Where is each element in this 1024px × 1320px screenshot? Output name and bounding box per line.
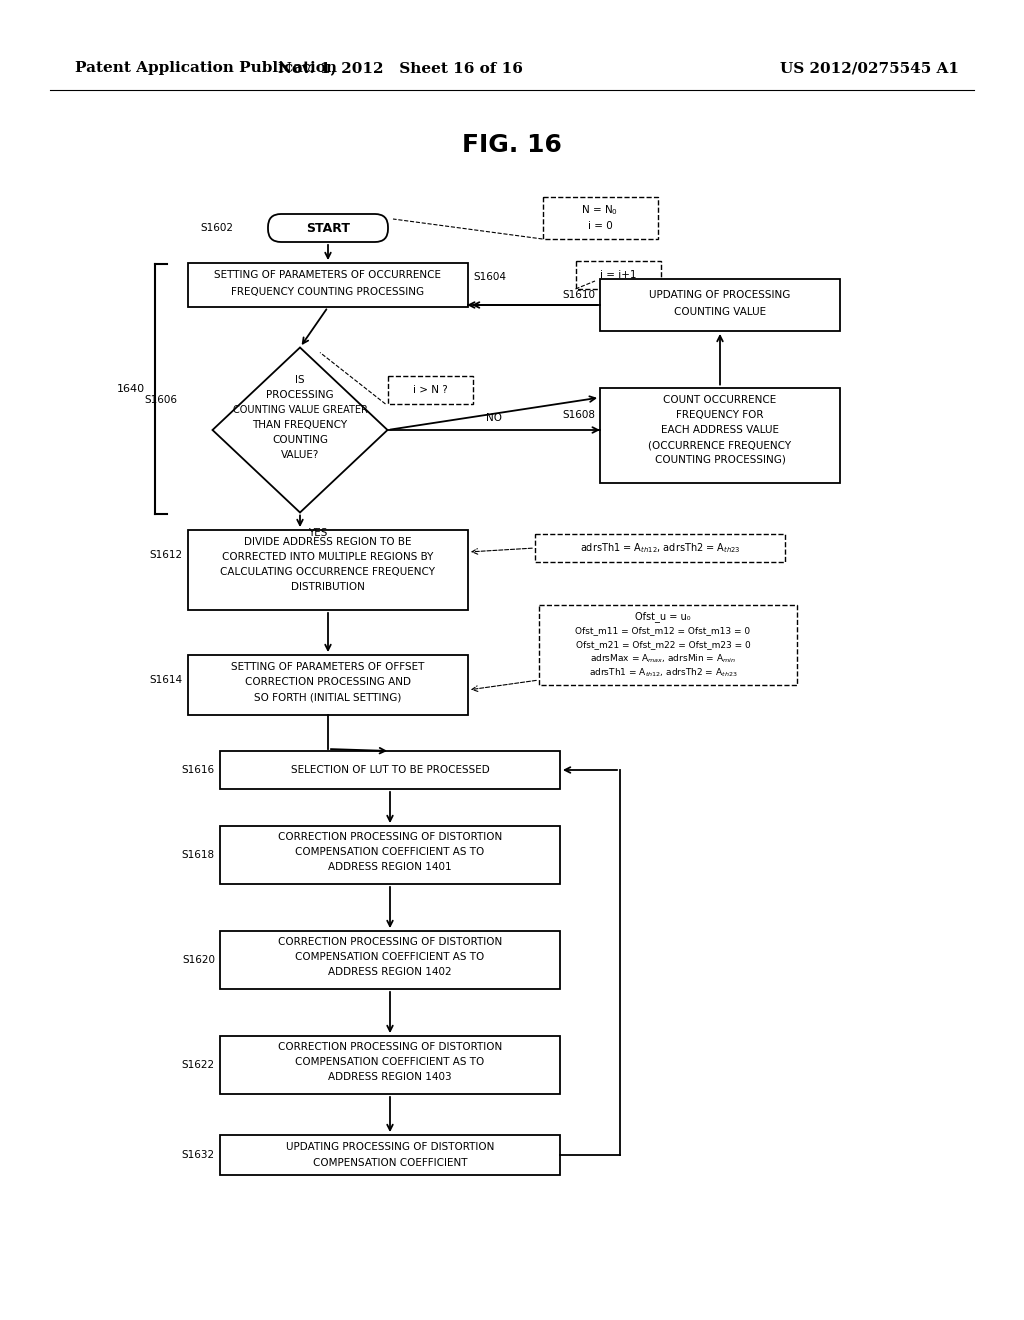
Text: S1622: S1622 <box>182 1060 215 1071</box>
Text: CORRECTION PROCESSING OF DISTORTION: CORRECTION PROCESSING OF DISTORTION <box>278 937 502 946</box>
Text: (OCCURRENCE FREQUENCY: (OCCURRENCE FREQUENCY <box>648 440 792 450</box>
FancyBboxPatch shape <box>543 197 657 239</box>
Text: S1632: S1632 <box>182 1150 215 1160</box>
Text: CORRECTION PROCESSING AND: CORRECTION PROCESSING AND <box>245 677 411 686</box>
FancyBboxPatch shape <box>220 751 560 789</box>
Text: THAN FREQUENCY: THAN FREQUENCY <box>253 420 347 430</box>
Text: FREQUENCY FOR: FREQUENCY FOR <box>676 411 764 420</box>
FancyBboxPatch shape <box>600 279 840 331</box>
Text: CORRECTION PROCESSING OF DISTORTION: CORRECTION PROCESSING OF DISTORTION <box>278 832 502 842</box>
Text: S1602: S1602 <box>200 223 233 234</box>
Text: PROCESSING: PROCESSING <box>266 389 334 400</box>
FancyBboxPatch shape <box>188 263 468 308</box>
Text: START: START <box>306 222 350 235</box>
Text: SELECTION OF LUT TO BE PROCESSED: SELECTION OF LUT TO BE PROCESSED <box>291 766 489 775</box>
Text: Ofst_u = u₀: Ofst_u = u₀ <box>635 611 691 623</box>
Text: ADDRESS REGION 1403: ADDRESS REGION 1403 <box>328 1072 452 1082</box>
Text: S1606: S1606 <box>144 395 177 405</box>
Text: S1608: S1608 <box>562 411 595 420</box>
Text: COUNTING: COUNTING <box>272 436 328 445</box>
Text: Patent Application Publication: Patent Application Publication <box>75 61 337 75</box>
Text: S1610: S1610 <box>562 290 595 300</box>
Text: S1618: S1618 <box>182 850 215 861</box>
FancyBboxPatch shape <box>220 1135 560 1175</box>
Text: UPDATING OF PROCESSING: UPDATING OF PROCESSING <box>649 290 791 300</box>
Text: Ofst_m11 = Ofst_m12 = Ofst_m13 = 0: Ofst_m11 = Ofst_m12 = Ofst_m13 = 0 <box>575 627 751 635</box>
Text: COMPENSATION COEFFICIENT: COMPENSATION COEFFICIENT <box>312 1158 467 1168</box>
Text: FREQUENCY COUNTING PROCESSING: FREQUENCY COUNTING PROCESSING <box>231 286 425 297</box>
Text: S1616: S1616 <box>182 766 215 775</box>
Text: FIG. 16: FIG. 16 <box>462 133 562 157</box>
Text: COUNTING VALUE GREATER: COUNTING VALUE GREATER <box>232 405 368 414</box>
Text: DISTRIBUTION: DISTRIBUTION <box>291 582 365 591</box>
FancyBboxPatch shape <box>539 605 797 685</box>
Text: VALUE?: VALUE? <box>281 450 319 459</box>
Text: S1614: S1614 <box>150 675 183 685</box>
Text: S1620: S1620 <box>182 954 215 965</box>
Text: COUNTING VALUE: COUNTING VALUE <box>674 308 766 317</box>
Text: i = 0: i = 0 <box>588 220 612 231</box>
Text: Ofst_m21 = Ofst_m22 = Ofst_m23 = 0: Ofst_m21 = Ofst_m22 = Ofst_m23 = 0 <box>575 640 751 649</box>
FancyBboxPatch shape <box>220 1036 560 1094</box>
FancyBboxPatch shape <box>220 931 560 989</box>
Text: N = N$_0$: N = N$_0$ <box>582 203 618 216</box>
Text: ADDRESS REGION 1402: ADDRESS REGION 1402 <box>328 968 452 977</box>
Text: COUNT OCCURRENCE: COUNT OCCURRENCE <box>664 395 776 405</box>
Text: adrsTh1 = A$_{th12}$, adrsTh2 = A$_{th23}$: adrsTh1 = A$_{th12}$, adrsTh2 = A$_{th23… <box>580 541 740 554</box>
Text: 1640: 1640 <box>117 384 145 393</box>
Text: CORRECTED INTO MULTIPLE REGIONS BY: CORRECTED INTO MULTIPLE REGIONS BY <box>222 552 434 562</box>
Text: COMPENSATION COEFFICIENT AS TO: COMPENSATION COEFFICIENT AS TO <box>295 952 484 962</box>
Text: adrsMax = A$_{max}$, adrsMin = A$_{min}$: adrsMax = A$_{max}$, adrsMin = A$_{min}$ <box>590 653 736 665</box>
FancyBboxPatch shape <box>387 376 472 404</box>
FancyBboxPatch shape <box>220 826 560 884</box>
Text: US 2012/0275545 A1: US 2012/0275545 A1 <box>780 61 959 75</box>
FancyBboxPatch shape <box>188 531 468 610</box>
Text: DIVIDE ADDRESS REGION TO BE: DIVIDE ADDRESS REGION TO BE <box>245 537 412 546</box>
Text: SETTING OF PARAMETERS OF OFFSET: SETTING OF PARAMETERS OF OFFSET <box>231 663 425 672</box>
Text: EACH ADDRESS VALUE: EACH ADDRESS VALUE <box>662 425 779 436</box>
Text: ADDRESS REGION 1401: ADDRESS REGION 1401 <box>328 862 452 873</box>
Text: i = i+1: i = i+1 <box>600 271 636 280</box>
Text: CORRECTION PROCESSING OF DISTORTION: CORRECTION PROCESSING OF DISTORTION <box>278 1041 502 1052</box>
FancyBboxPatch shape <box>535 535 785 562</box>
Text: SO FORTH (INITIAL SETTING): SO FORTH (INITIAL SETTING) <box>254 692 401 702</box>
Polygon shape <box>213 347 387 512</box>
Text: SETTING OF PARAMETERS OF OCCURRENCE: SETTING OF PARAMETERS OF OCCURRENCE <box>214 271 441 280</box>
Text: i > N ?: i > N ? <box>413 385 447 395</box>
FancyBboxPatch shape <box>575 261 660 289</box>
Text: adrsTh1 = A$_{th12}$, adrsTh2 = A$_{th23}$: adrsTh1 = A$_{th12}$, adrsTh2 = A$_{th23… <box>589 667 737 680</box>
FancyBboxPatch shape <box>188 655 468 715</box>
Text: COMPENSATION COEFFICIENT AS TO: COMPENSATION COEFFICIENT AS TO <box>295 1057 484 1067</box>
Text: CALCULATING OCCURRENCE FREQUENCY: CALCULATING OCCURRENCE FREQUENCY <box>220 568 435 577</box>
Text: UPDATING PROCESSING OF DISTORTION: UPDATING PROCESSING OF DISTORTION <box>286 1142 495 1152</box>
Text: Nov. 1, 2012   Sheet 16 of 16: Nov. 1, 2012 Sheet 16 of 16 <box>278 61 522 75</box>
Text: IS: IS <box>295 375 305 385</box>
Text: COUNTING PROCESSING): COUNTING PROCESSING) <box>654 455 785 465</box>
FancyBboxPatch shape <box>600 388 840 483</box>
Text: S1612: S1612 <box>150 550 183 560</box>
Text: S1604: S1604 <box>473 272 506 282</box>
Text: NO: NO <box>485 413 502 422</box>
Text: YES: YES <box>308 528 328 537</box>
Text: COMPENSATION COEFFICIENT AS TO: COMPENSATION COEFFICIENT AS TO <box>295 847 484 857</box>
FancyBboxPatch shape <box>268 214 388 242</box>
